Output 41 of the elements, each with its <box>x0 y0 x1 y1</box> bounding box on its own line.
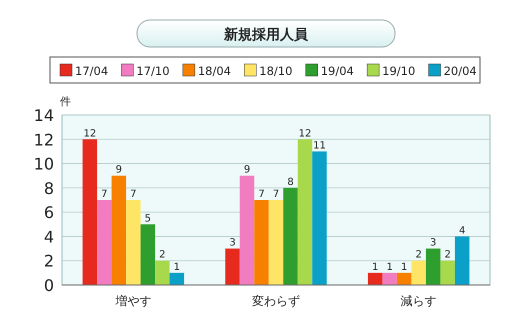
data-label: 12 <box>298 128 312 140</box>
data-label: 2 <box>415 250 422 261</box>
chart-title: 新規採用人員 <box>223 26 309 43</box>
data-label: 2 <box>444 250 451 261</box>
data-label: 2 <box>159 250 166 261</box>
y-tick-label: 6 <box>44 203 54 222</box>
data-label: 9 <box>244 164 250 176</box>
y-tick-label: 12 <box>34 130 54 150</box>
data-label: 7 <box>101 189 108 200</box>
data-label: 12 <box>83 128 96 140</box>
data-label: 3 <box>229 238 236 249</box>
data-label: 7 <box>130 189 137 200</box>
legend-label: 17/10 <box>136 64 170 78</box>
y-tick-label: 10 <box>34 154 54 174</box>
data-label: 1 <box>372 262 378 273</box>
y-axis-title: 件 <box>60 95 71 108</box>
legend-label: 18/10 <box>259 64 292 78</box>
y-tick-label: 4 <box>44 227 54 246</box>
legend-label: 20/04 <box>444 64 477 78</box>
data-label: 11 <box>313 140 326 152</box>
data-label: 9 <box>116 164 122 176</box>
legend-label: 19/04 <box>320 64 354 78</box>
data-label: 3 <box>430 238 436 249</box>
legend-label: 19/10 <box>382 64 416 78</box>
y-tick-label: 0 <box>44 276 54 295</box>
y-tick-label: 2 <box>44 252 54 271</box>
x-tick-label: 変わらず <box>252 294 300 308</box>
data-label: 7 <box>272 189 280 200</box>
y-tick-label: 14 <box>34 106 54 125</box>
x-tick-label: 増やす <box>114 294 152 308</box>
data-label: 8 <box>287 176 294 188</box>
y-tick-label: 8 <box>44 178 54 198</box>
legend-label: 17/04 <box>75 64 108 78</box>
data-label: 4 <box>458 225 466 236</box>
data-label: 5 <box>144 213 152 224</box>
data-label: 7 <box>258 189 265 200</box>
legend-label: 18/04 <box>198 64 232 78</box>
data-label: 1 <box>174 262 180 273</box>
data-label: 1 <box>400 262 408 273</box>
data-label: 1 <box>386 262 393 273</box>
x-tick-label: 減らす <box>400 294 437 308</box>
